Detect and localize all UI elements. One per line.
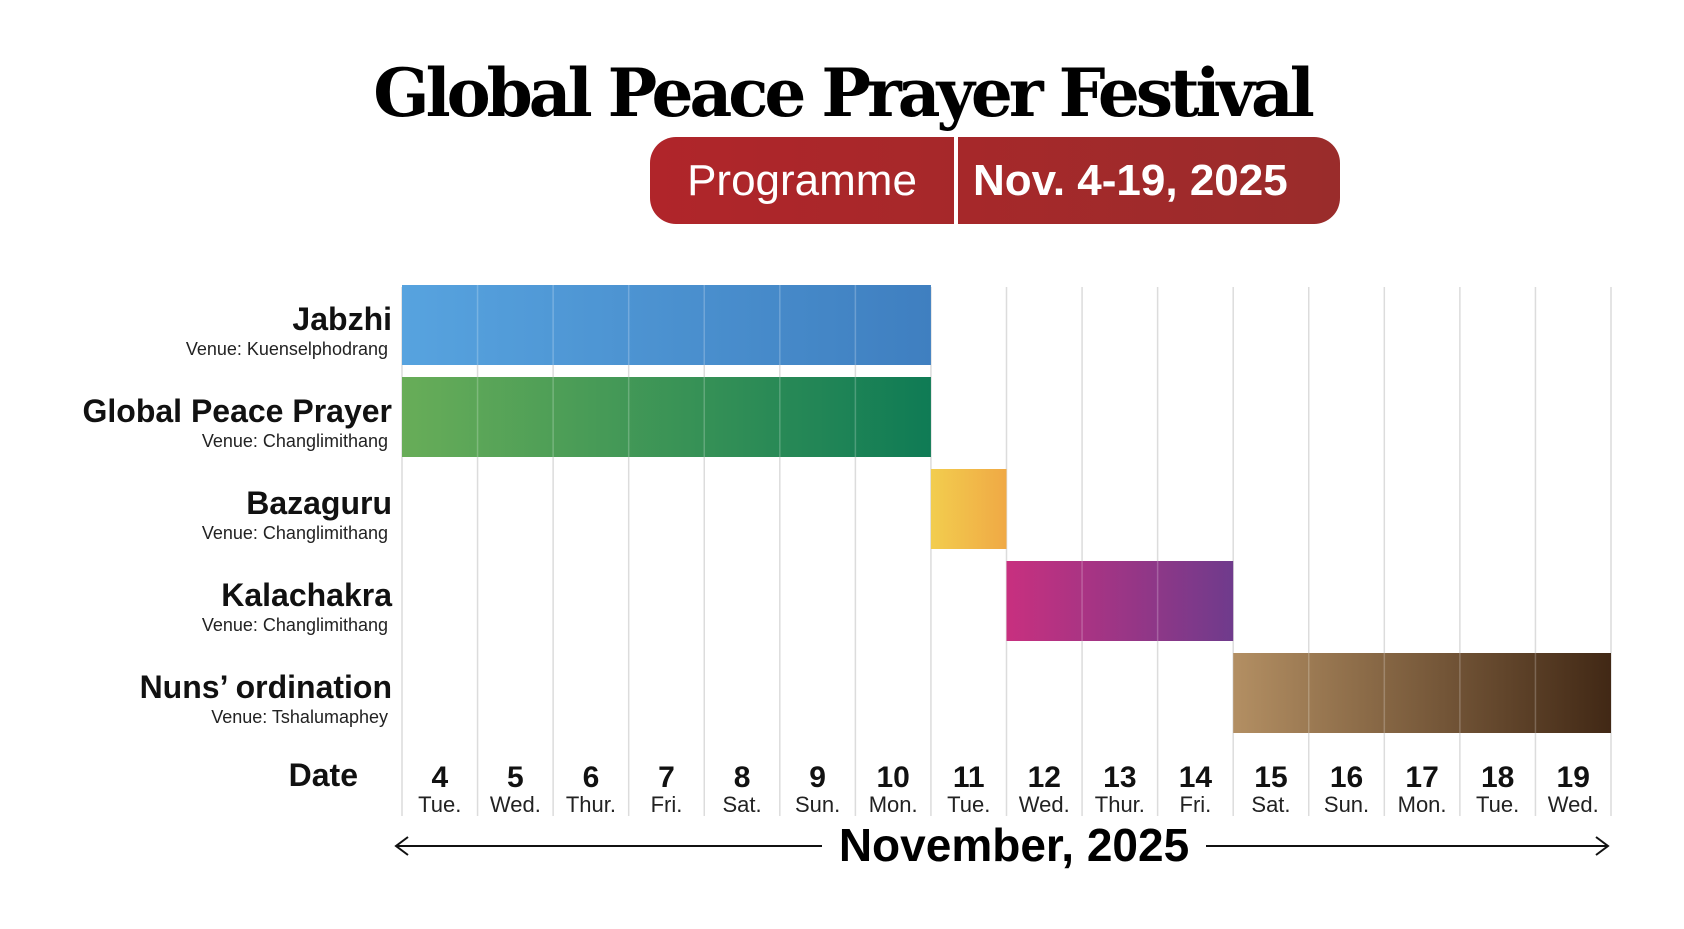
day-number: 8 xyxy=(734,761,751,794)
day-weekday: Wed. xyxy=(490,792,541,817)
date-header: Date xyxy=(289,757,358,793)
page-title: Global Peace Prayer Festival xyxy=(373,54,1315,132)
day-weekday: Sat. xyxy=(722,792,761,817)
event-name: Nuns’ ordination xyxy=(140,669,392,705)
day-weekday: Sun. xyxy=(795,792,840,817)
event-name: Kalachakra xyxy=(221,577,392,613)
day-number: 14 xyxy=(1179,761,1213,794)
event-name: Bazaguru xyxy=(246,485,392,521)
day-weekday: Tue. xyxy=(1476,792,1519,817)
event-venue: Venue: Changlimithang xyxy=(202,523,388,543)
day-weekday: Wed. xyxy=(1548,792,1599,817)
day-number: 6 xyxy=(583,761,600,794)
day-weekday: Mon. xyxy=(869,792,918,817)
day-number: 10 xyxy=(876,761,909,794)
day-weekday: Thur. xyxy=(566,792,616,817)
gridlines xyxy=(401,287,1612,816)
arrow-right-icon xyxy=(1595,836,1610,856)
event-bars xyxy=(402,285,1611,733)
day-weekday: Fri. xyxy=(1180,792,1212,817)
day-number: 12 xyxy=(1028,761,1061,794)
event-name: Jabzhi xyxy=(292,301,392,337)
event-venue: Venue: Kuenselphodrang xyxy=(186,339,388,359)
day-number: 16 xyxy=(1330,761,1363,794)
day-number: 17 xyxy=(1405,761,1438,794)
arrow-left-icon xyxy=(394,836,409,856)
event-bar xyxy=(1006,561,1234,641)
event-venue: Venue: Changlimithang xyxy=(202,615,388,635)
badge-date-range: Nov. 4-19, 2025 xyxy=(973,155,1288,205)
day-weekday: Thur. xyxy=(1095,792,1145,817)
day-weekday: Sun. xyxy=(1324,792,1369,817)
event-bar xyxy=(402,285,931,365)
day-weekday: Mon. xyxy=(1398,792,1447,817)
day-number: 9 xyxy=(809,761,826,794)
badge-divider xyxy=(954,137,958,224)
day-weekday: Sat. xyxy=(1251,792,1290,817)
month-axis xyxy=(394,836,1610,856)
badge-programme-label: Programme xyxy=(687,155,917,205)
day-weekday: Tue. xyxy=(947,792,990,817)
day-number: 11 xyxy=(953,761,985,794)
event-bar xyxy=(1233,653,1611,733)
day-weekday: Wed. xyxy=(1019,792,1070,817)
day-number: 4 xyxy=(431,761,448,794)
day-number: 5 xyxy=(507,761,524,794)
event-name: Global Peace Prayer xyxy=(82,393,392,429)
day-weekday: Tue. xyxy=(418,792,461,817)
day-weekday: Fri. xyxy=(651,792,683,817)
day-number: 15 xyxy=(1254,761,1287,794)
event-bar xyxy=(930,469,1007,549)
date-axis: Date 4Tue.5Wed.6Thur.7Fri.8Sat.9Sun.10Mon… xyxy=(289,757,1599,817)
event-venue: Venue: Tshalumaphey xyxy=(211,707,388,727)
day-number: 13 xyxy=(1103,761,1136,794)
event-bar xyxy=(402,377,931,457)
programme-badge: Programme Nov. 4-19, 2025 xyxy=(650,137,1340,224)
day-number: 19 xyxy=(1557,761,1590,794)
event-venue: Venue: Changlimithang xyxy=(202,431,388,451)
day-number: 7 xyxy=(658,761,675,794)
day-number: 18 xyxy=(1481,761,1514,794)
